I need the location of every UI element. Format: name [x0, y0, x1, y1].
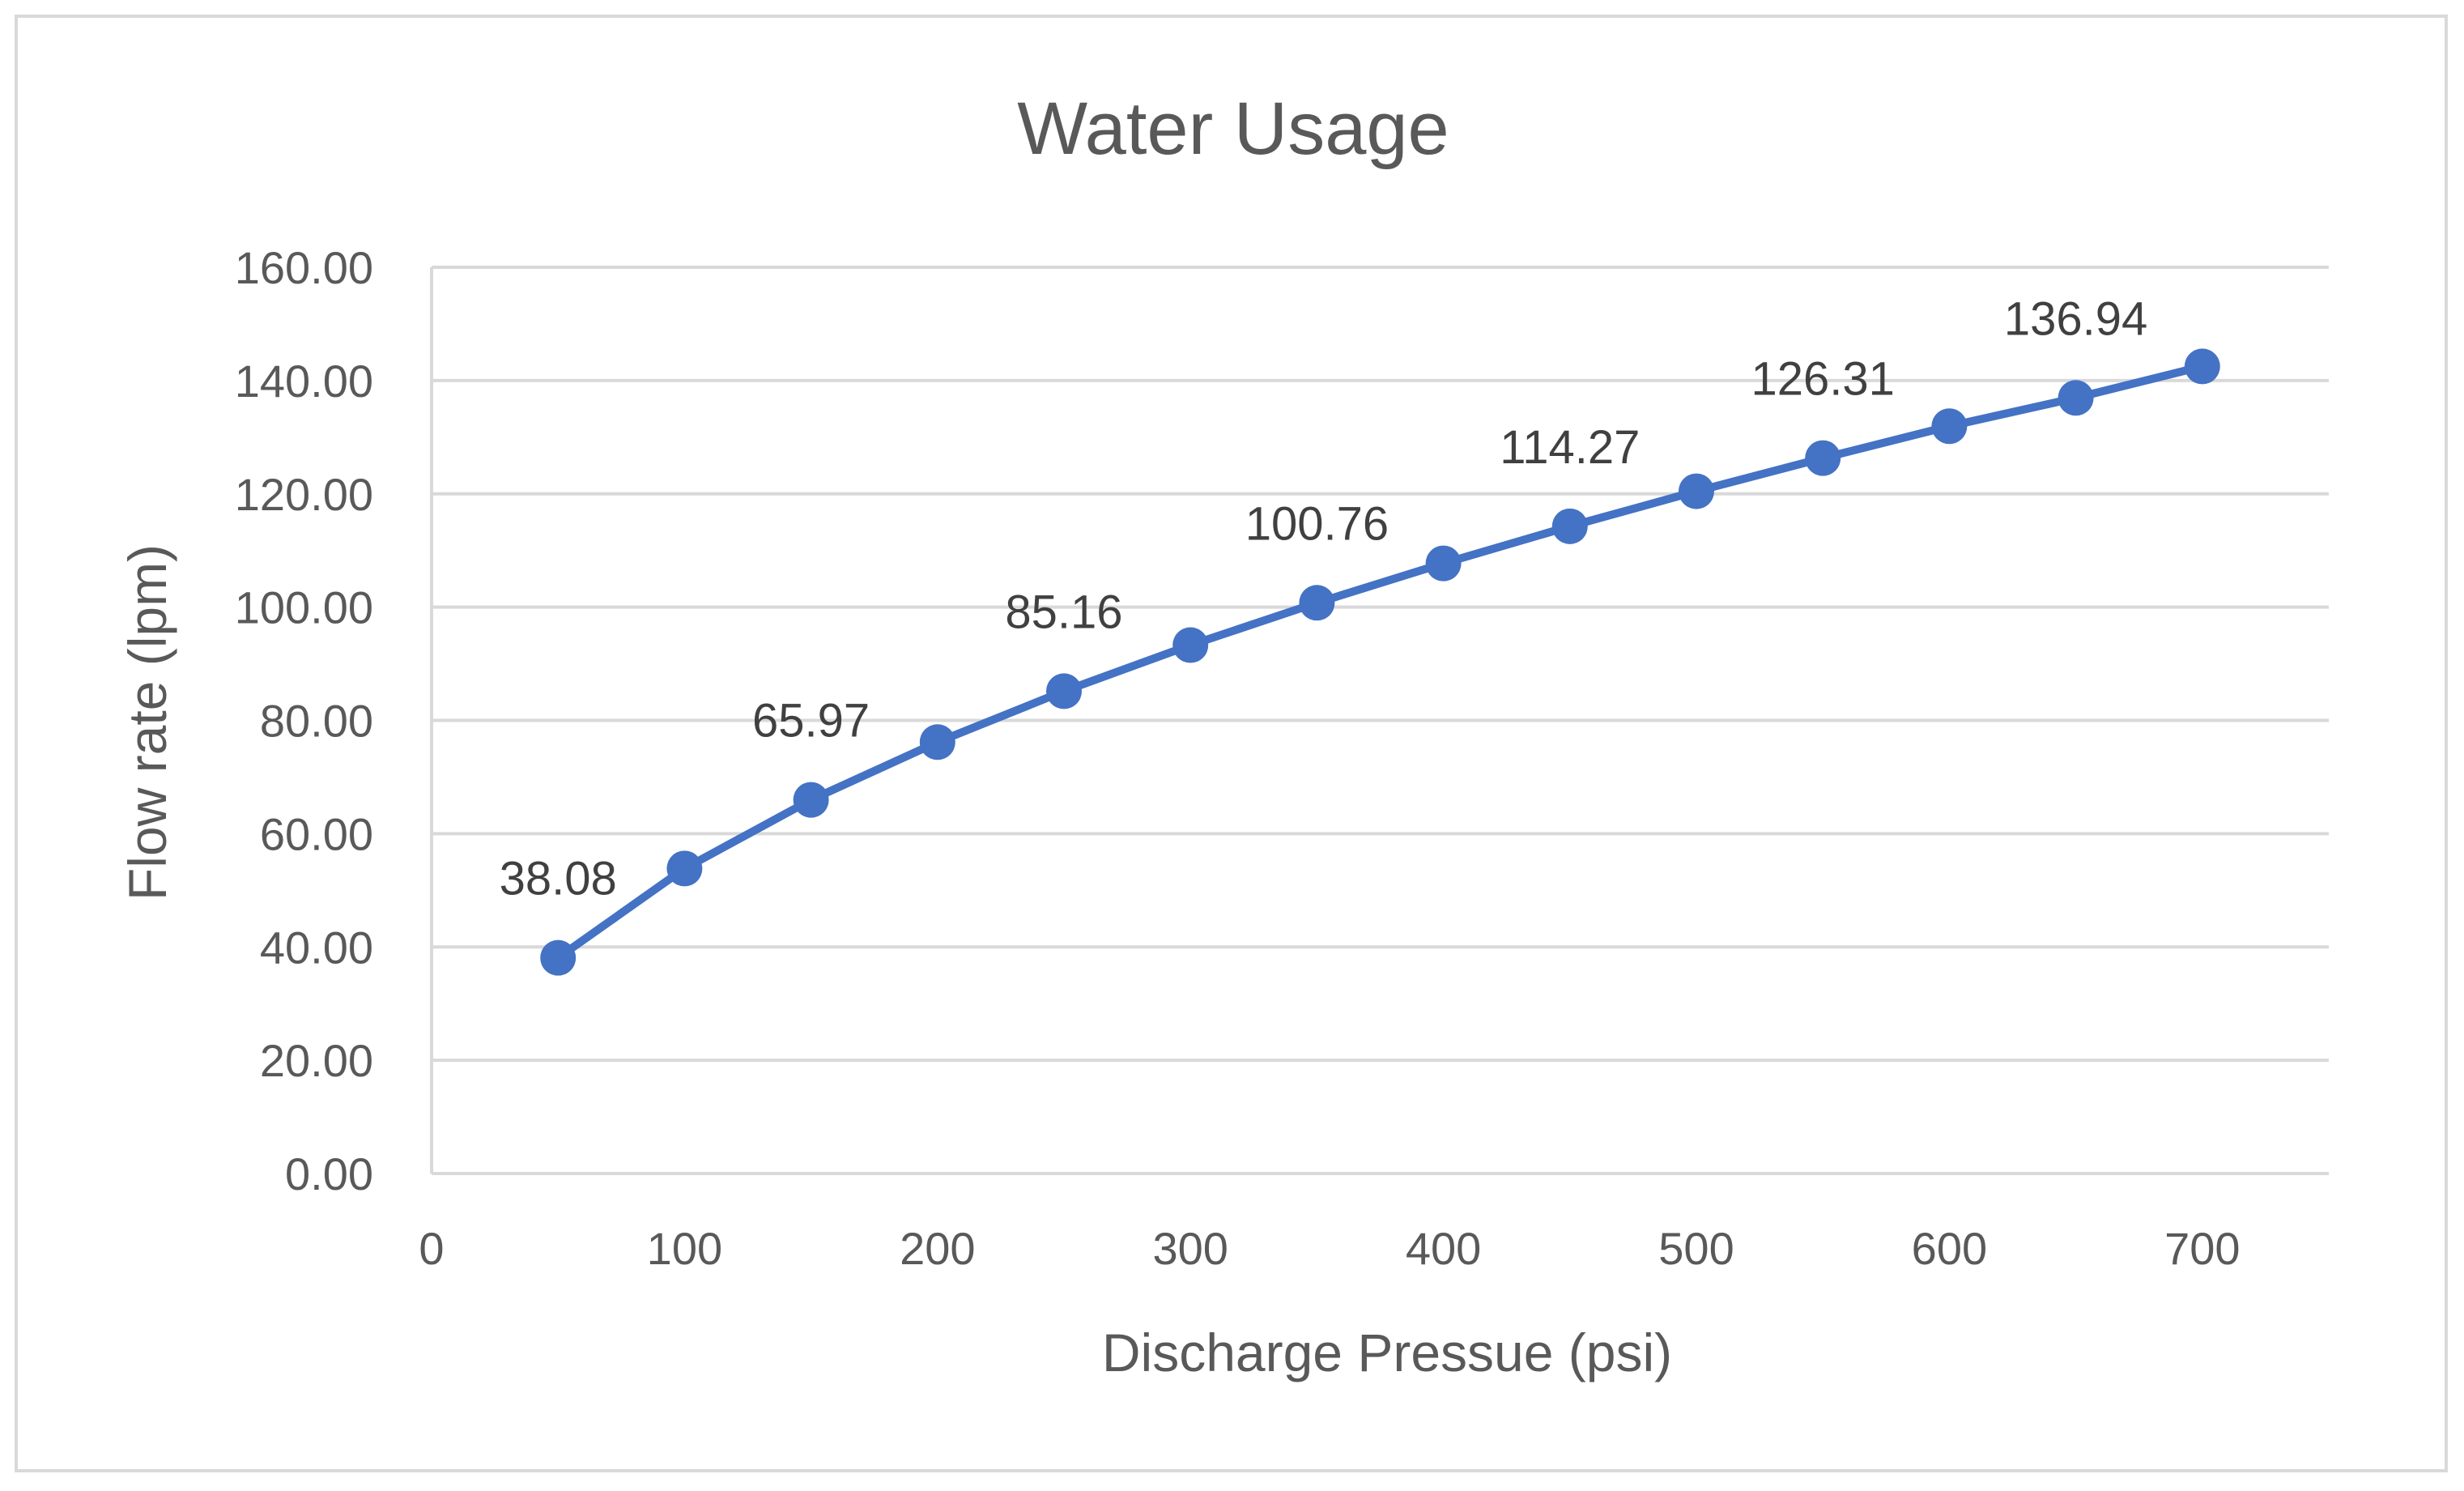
data-point [1551, 508, 1588, 544]
data-label: 85.16 [1005, 586, 1122, 638]
data-point [1679, 473, 1714, 509]
data-label: 126.31 [1751, 353, 1894, 406]
data-point [1931, 408, 1968, 445]
data-point [1805, 440, 1841, 476]
y-axis-title: Flow rate (lpm) [117, 544, 177, 901]
data-point [1172, 627, 1209, 663]
data-point [1046, 673, 1082, 709]
data-point [919, 724, 955, 760]
y-tick-label: 20.00 [260, 1035, 373, 1086]
x-axis-title: Discharge Pressue (psi) [1102, 1323, 1672, 1382]
x-tick-label: 100 [647, 1223, 722, 1274]
y-tick-label: 160.00 [235, 242, 373, 293]
data-label: 114.27 [1500, 421, 1640, 474]
data-point [1299, 585, 1335, 621]
y-tick-label: 80.00 [260, 696, 373, 747]
y-tick-label: 0.00 [285, 1148, 373, 1199]
x-tick-label: 600 [1912, 1223, 1987, 1274]
data-label: 65.97 [752, 695, 870, 748]
series-flow-rate [540, 348, 2220, 976]
data-point [2184, 348, 2220, 385]
data-point [2058, 380, 2094, 416]
data-point [540, 939, 577, 976]
x-tick-label: 300 [1152, 1223, 1228, 1274]
y-tick-label: 60.00 [260, 808, 373, 859]
chart-title: Water Usage [1017, 87, 1449, 170]
chart-frame [15, 15, 2448, 1472]
series-line [554, 362, 2207, 962]
x-tick-label: 700 [2164, 1223, 2240, 1274]
data-point [666, 850, 703, 887]
x-tick-label: 0 [419, 1223, 444, 1274]
x-axis-ticks: 0 100 200 300 400 500 600 700 [419, 1223, 2240, 1274]
data-label: 38.08 [500, 853, 617, 905]
y-axis-ticks: 0.00 20.00 40.00 60.00 80.00 100.00 120.00 140.… [235, 242, 373, 1199]
y-tick-label: 120.00 [235, 469, 373, 520]
x-tick-label: 500 [1658, 1223, 1734, 1274]
gridlines [430, 266, 2329, 1175]
y-tick-label: 140.00 [235, 356, 373, 407]
x-tick-label: 400 [1406, 1223, 1481, 1274]
x-tick-label: 200 [900, 1223, 975, 1274]
y-tick-label: 40.00 [260, 922, 373, 973]
data-point [793, 782, 829, 818]
data-label: 100.76 [1245, 497, 1389, 550]
data-label: 136.94 [2004, 292, 2147, 345]
data-labels: 38.08 65.97 85.16 100.76 114.27 126.31 136.94 [500, 292, 2148, 905]
y-tick-label: 100.00 [235, 582, 373, 633]
data-point [1425, 545, 1462, 581]
